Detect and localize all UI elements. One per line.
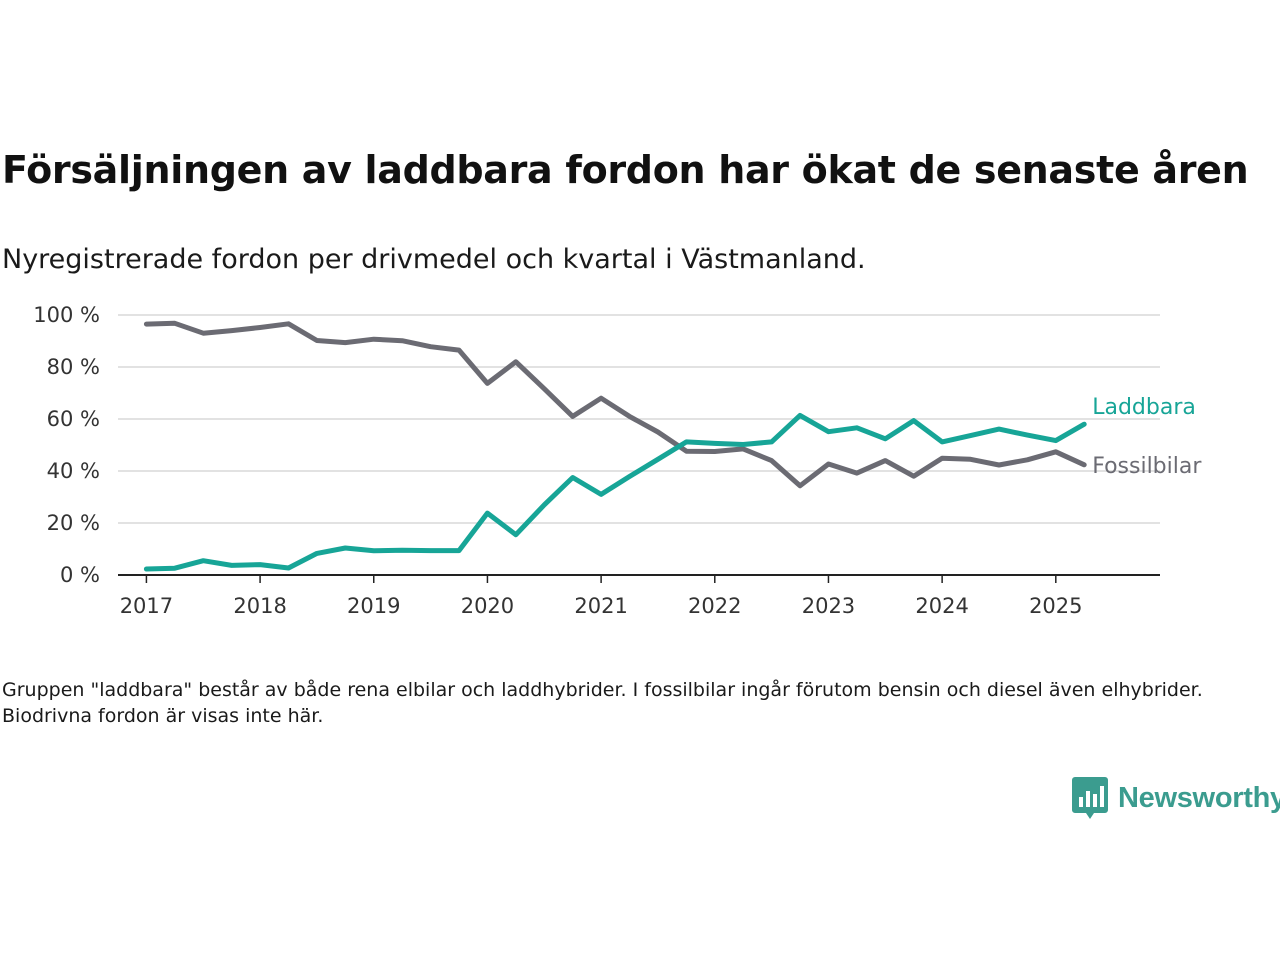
x-tick-label: 2020 bbox=[461, 594, 514, 618]
x-tick-label: 2019 bbox=[347, 594, 400, 618]
line-chart: 0 % 20 % 40 % 60 % 80 % 100 % 2017 2018 2019 2020… bbox=[33, 303, 1202, 618]
x-tick-label: 2018 bbox=[233, 594, 286, 618]
x-tick-label: 2022 bbox=[688, 594, 741, 618]
x-tick-label: 2017 bbox=[120, 594, 173, 618]
series-label-laddbara: Laddbara bbox=[1092, 395, 1196, 420]
y-tick-label: 0 % bbox=[60, 563, 100, 587]
x-tick-label: 2024 bbox=[915, 594, 968, 618]
x-tick-label: 2023 bbox=[802, 594, 855, 618]
y-tick-label: 80 % bbox=[47, 355, 100, 379]
series-line-fossilbilar bbox=[143, 320, 1087, 489]
series-line-laddbara bbox=[143, 412, 1087, 572]
chart-title: Försäljningen av laddbara fordon har öka… bbox=[2, 148, 1249, 192]
y-tick-label: 40 % bbox=[47, 459, 100, 483]
brand-name[interactable]: Newsworthy bbox=[1118, 781, 1280, 814]
footnote: Gruppen "laddbara" består av både rena e… bbox=[2, 679, 1203, 727]
brand-logo: Newsworthy bbox=[1072, 776, 1280, 820]
chart-subtitle: Nyregistrerade fordon per drivmedel och … bbox=[2, 244, 866, 275]
x-tick-label: 2025 bbox=[1029, 594, 1082, 618]
x-tick-label: 2021 bbox=[574, 594, 627, 618]
newsworthy-logo-icon bbox=[1072, 777, 1108, 819]
series-label-fossilbilar: Fossilbilar bbox=[1092, 454, 1202, 479]
y-tick-label: 60 % bbox=[47, 407, 100, 431]
y-tick-label: 100 % bbox=[33, 303, 100, 327]
y-tick-label: 20 % bbox=[47, 511, 100, 535]
